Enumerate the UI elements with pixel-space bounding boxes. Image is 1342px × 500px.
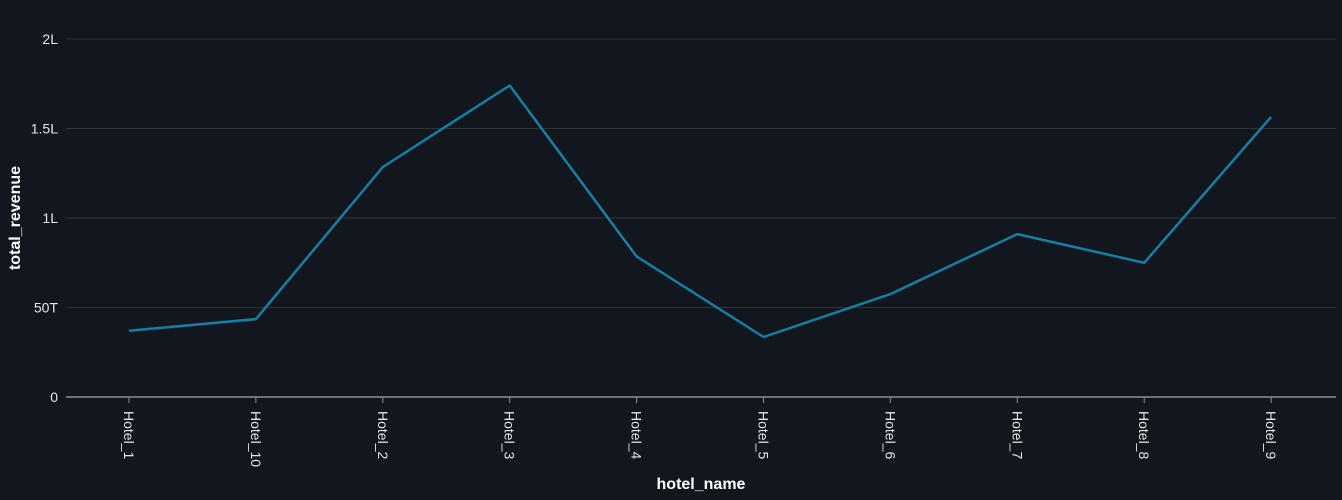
y-axis-ticks: 0 50T 1L 1.5L 2L <box>31 31 59 405</box>
y-tick-label: 1L <box>42 210 58 226</box>
x-tick-label: Hotel_7 <box>1009 411 1025 459</box>
y-tick-label: 0 <box>50 389 58 405</box>
y-tick-label: 1.5L <box>31 121 58 137</box>
x-tick-label: Hotel_2 <box>375 411 391 459</box>
x-tick-label: Hotel_1 <box>121 411 137 459</box>
x-tick-label: Hotel_4 <box>629 411 645 459</box>
x-tick-label: Hotel_6 <box>882 411 898 459</box>
series-line <box>128 84 1273 339</box>
grid-lines <box>66 38 1336 398</box>
x-tick-label: Hotel_5 <box>756 411 772 459</box>
x-axis-title: hotel_name <box>657 476 746 493</box>
x-axis-ticks: Hotel_1 Hotel_10 Hotel_2 Hotel_3 Hotel_4 Hote… <box>121 397 1279 467</box>
x-tick-label: Hotel_10 <box>248 411 264 467</box>
x-tick-label: Hotel_3 <box>502 411 518 459</box>
y-tick-label: 50T <box>34 300 59 316</box>
y-axis-title: total_revenue <box>7 166 24 270</box>
y-tick-label: 2L <box>42 31 58 47</box>
x-tick-label: Hotel_8 <box>1136 411 1152 459</box>
x-tick-label: Hotel_9 <box>1263 411 1279 459</box>
